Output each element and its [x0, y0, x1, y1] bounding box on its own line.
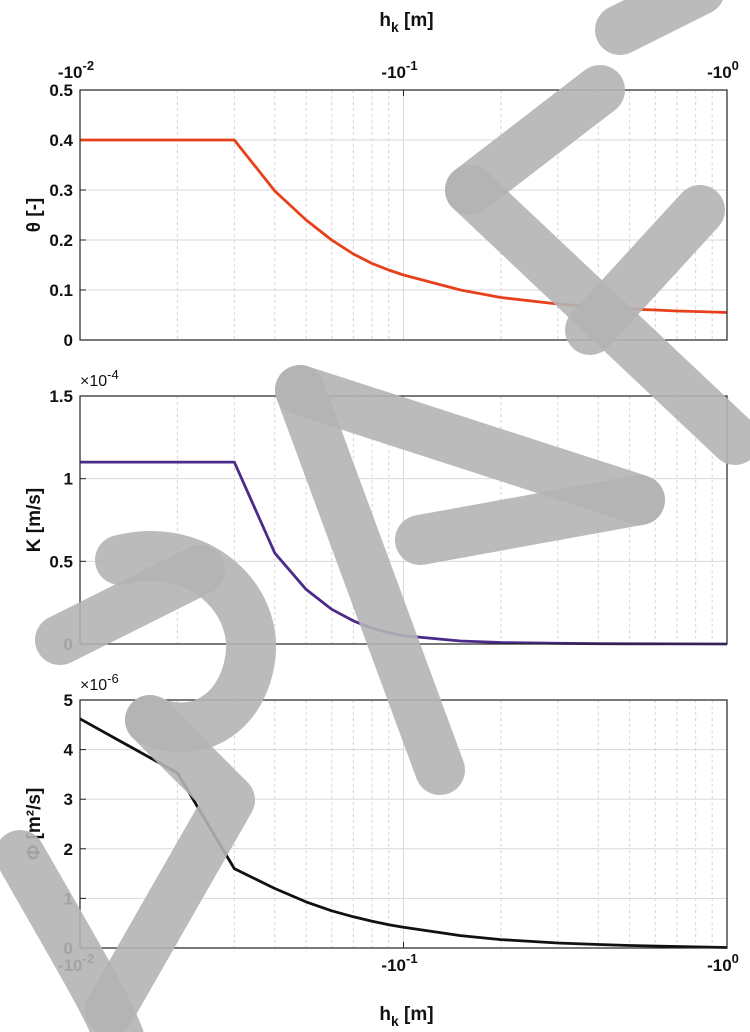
x-axis-label: hk [m]: [379, 10, 433, 35]
series-line: [79, 717, 728, 949]
watermark-stroke-r-leg: [85, 695, 255, 1032]
y-tick-label: 1.5: [49, 387, 73, 406]
x-tick-label: -10-1: [381, 58, 417, 82]
watermark-stroke-t: [595, 0, 723, 55]
series-line: [80, 138, 728, 314]
x-axis-label: hk [m]: [379, 1004, 433, 1029]
watermark-stroke-f-top: [445, 65, 625, 215]
y-scale-multiplier: ×10-4: [80, 367, 119, 390]
y-tick-label: 0.5: [49, 552, 73, 571]
y-scale-multiplier: ×10-6: [80, 671, 119, 694]
x-tick-label: -10-2: [58, 58, 94, 82]
x-tick-label: -10-1: [381, 951, 417, 975]
x-tick-label: -100: [707, 951, 739, 975]
y-tick-label: 0.5: [49, 81, 73, 100]
y-tick-label: 3: [64, 790, 73, 809]
watermark-stroke-a-right: [275, 365, 665, 525]
watermark-stroke-r-top: [35, 545, 225, 665]
panel-1: 0 0.1 0.2 0.3 0.4 0.5 θ [-] -10-2 -10-1 -100 hk [m…: [24, 10, 739, 350]
watermark-stroke-a-left: [275, 365, 465, 795]
y-tick-label: 0.4: [49, 131, 73, 150]
y-tick-label: 0.2: [49, 231, 73, 250]
y-tick-label: 0.1: [49, 281, 73, 300]
watermark-stroke-a-bar: [395, 475, 665, 565]
y-tick-label: 0: [64, 331, 73, 350]
y-tick-label: 2: [64, 840, 73, 859]
watermark-stroke-f-mid: [565, 185, 725, 355]
y-axis-label: K [m/s]: [24, 488, 45, 552]
y-tick-label: 1: [64, 470, 73, 489]
y-tick-label: 5: [64, 691, 73, 710]
y-tick-label: 0.3: [49, 181, 73, 200]
y-axis-label: θ [-]: [24, 198, 45, 233]
x-tick-label: -100: [707, 58, 739, 82]
y-tick-label: 4: [64, 741, 74, 760]
